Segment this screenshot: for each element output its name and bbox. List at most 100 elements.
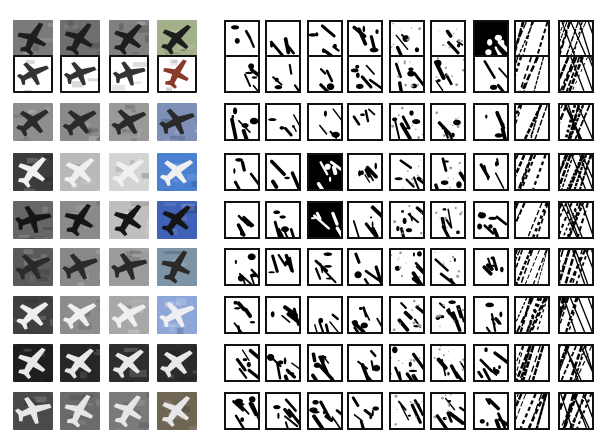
feature-activation-pattern: [391, 346, 423, 380]
feature-map-tile: [473, 296, 509, 334]
feature-activation-pattern: [309, 155, 341, 189]
feature-map-tile: [558, 201, 594, 239]
feature-map-tile: [514, 392, 550, 430]
airplane-silhouette: [114, 21, 149, 58]
feature-activation-pattern: [319, 108, 341, 139]
feature-map-tile: [224, 296, 260, 334]
airplane-silhouette: [62, 299, 100, 334]
airplane-silhouette: [113, 201, 149, 237]
airplane-silhouette: [13, 107, 50, 141]
airplane-silhouette: [64, 394, 100, 428]
airplane-silhouette: [14, 299, 53, 330]
feature-map-tile: [389, 201, 425, 239]
feature-map-tile: [265, 153, 301, 191]
feature-activation-pattern: [309, 399, 341, 428]
airplane-silhouette: [111, 104, 147, 141]
feature-activation-pattern: [438, 28, 464, 55]
feature-map-tile: [347, 153, 383, 191]
feature-map-tile: [224, 201, 260, 239]
airplane-photo-tile: [13, 201, 53, 239]
feature-activation-pattern: [272, 63, 299, 91]
feature-map-tile: [224, 248, 260, 286]
feature-activation-pattern: [236, 214, 255, 237]
feature-map-tile: [265, 344, 301, 382]
feature-activation-pattern: [434, 251, 461, 284]
airplane-silhouette: [16, 59, 51, 91]
airplane-silhouette: [63, 59, 98, 91]
feature-map-tile: [558, 392, 594, 430]
feature-map-tile: [514, 55, 550, 93]
feature-activation-pattern: [309, 203, 341, 237]
feature-map-tile: [430, 55, 466, 93]
airplane-photo-tile: [157, 55, 197, 93]
feature-map-tile: [430, 103, 466, 141]
airplane-silhouette: [111, 299, 149, 334]
airplane-silhouette: [159, 298, 195, 334]
feature-activation-pattern: [352, 205, 381, 237]
airplane-photo-tile: [13, 296, 53, 334]
feature-activation-pattern: [560, 155, 592, 189]
airplane-silhouette: [17, 154, 53, 191]
airplane-silhouette: [163, 59, 193, 91]
feature-activation-pattern: [433, 346, 464, 380]
feature-map-tile: [265, 103, 301, 141]
feature-map-tile: [389, 153, 425, 191]
feature-map-tile: [430, 344, 466, 382]
feature-activation-pattern: [273, 398, 299, 428]
feature-map-tile: [224, 344, 260, 382]
feature-activation-pattern: [358, 162, 378, 183]
feature-map-tile: [389, 248, 425, 286]
feature-map-tile: [514, 248, 550, 286]
feature-map-tile: [307, 153, 343, 191]
feature-activation-pattern: [319, 68, 335, 91]
feature-activation-pattern: [394, 60, 423, 91]
feature-activation-pattern: [560, 57, 592, 91]
feature-activation-pattern: [435, 206, 463, 237]
airplane-photo-tile: [13, 248, 53, 286]
feature-activation-pattern: [311, 352, 335, 380]
feature-activation-pattern: [270, 305, 299, 326]
feature-map-tile: [473, 20, 509, 58]
airplane-silhouette: [160, 344, 197, 381]
feature-map-tile: [307, 103, 343, 141]
feature-activation-pattern: [230, 25, 255, 48]
feature-map-tile: [473, 201, 509, 239]
airplane-photo-tile: [109, 55, 149, 93]
feature-activation-pattern: [516, 203, 548, 237]
feature-map-tile: [473, 392, 509, 430]
airplane-silhouette: [161, 396, 197, 430]
feature-map-tile: [265, 248, 301, 286]
feature-map-tile: [558, 20, 594, 58]
feature-map-tile: [389, 103, 425, 141]
feature-map-tile: [265, 296, 301, 334]
feature-map-tile: [389, 344, 425, 382]
feature-map-tile: [224, 103, 260, 141]
feature-map-tile: [265, 55, 301, 93]
feature-activation-pattern: [352, 25, 379, 53]
airplane-photo-tile: [109, 296, 149, 334]
feature-map-tile: [514, 103, 550, 141]
feature-activation-pattern: [267, 353, 299, 380]
feature-map-tile: [347, 344, 383, 382]
airplane-photo-tile: [157, 296, 197, 334]
airplane-silhouette: [159, 159, 197, 191]
airplane-silhouette: [161, 24, 195, 58]
feature-activation-pattern: [560, 250, 592, 284]
feature-map-tile: [473, 344, 509, 382]
airplane-photo-tile: [13, 20, 53, 58]
feature-map-tile: [558, 248, 594, 286]
feature-activation-pattern: [477, 347, 507, 380]
feature-activation-pattern: [560, 394, 592, 428]
feature-activation-pattern: [485, 302, 503, 332]
airplane-silhouette: [64, 201, 100, 237]
feature-activation-pattern: [233, 300, 256, 332]
feature-map-tile: [265, 392, 301, 430]
feature-activation-pattern: [482, 256, 504, 276]
feature-map-tile: [389, 392, 425, 430]
feature-activation-pattern: [433, 394, 464, 428]
airplane-photo-tile: [60, 296, 100, 334]
feature-map-tile: [347, 20, 383, 58]
feature-activation-pattern: [434, 57, 464, 91]
feature-map-tile: [514, 344, 550, 382]
